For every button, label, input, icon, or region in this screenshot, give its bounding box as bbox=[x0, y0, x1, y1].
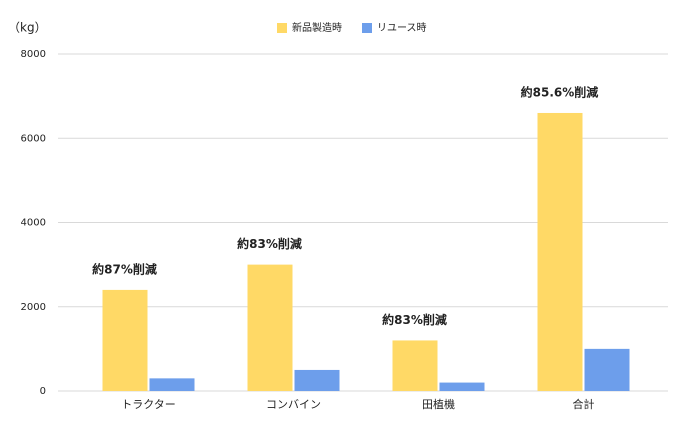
legend-swatch bbox=[277, 23, 287, 33]
bar bbox=[149, 378, 195, 391]
x-tick-label: 田植機 bbox=[422, 397, 455, 411]
bar bbox=[247, 264, 293, 391]
bar bbox=[584, 348, 630, 391]
bar bbox=[102, 289, 148, 391]
y-tick-label: 0 bbox=[40, 386, 46, 397]
x-tick-label: トラクター bbox=[121, 398, 176, 411]
y-tick-label: 2000 bbox=[21, 302, 46, 313]
annotation: 約87%削減 bbox=[92, 261, 157, 276]
annotation: 約83%削減 bbox=[382, 312, 447, 327]
bar bbox=[439, 382, 485, 391]
y-tick-label: 8000 bbox=[21, 49, 46, 60]
legend-label: 新品製造時 bbox=[292, 21, 342, 34]
legend-swatch bbox=[362, 23, 372, 33]
x-tick-label: 合計 bbox=[573, 397, 595, 411]
y-tick-label: 6000 bbox=[21, 133, 46, 144]
bar bbox=[294, 369, 340, 391]
legend-label: リユース時 bbox=[377, 22, 427, 34]
bar bbox=[392, 340, 438, 391]
x-tick-label: コンバイン bbox=[266, 398, 321, 411]
annotation: 約83%削減 bbox=[237, 236, 302, 251]
bar bbox=[537, 112, 583, 391]
y-tick-label: 4000 bbox=[21, 218, 46, 229]
y-unit-label: （kg） bbox=[8, 21, 47, 35]
annotation: 約85.6%削減 bbox=[521, 84, 599, 99]
